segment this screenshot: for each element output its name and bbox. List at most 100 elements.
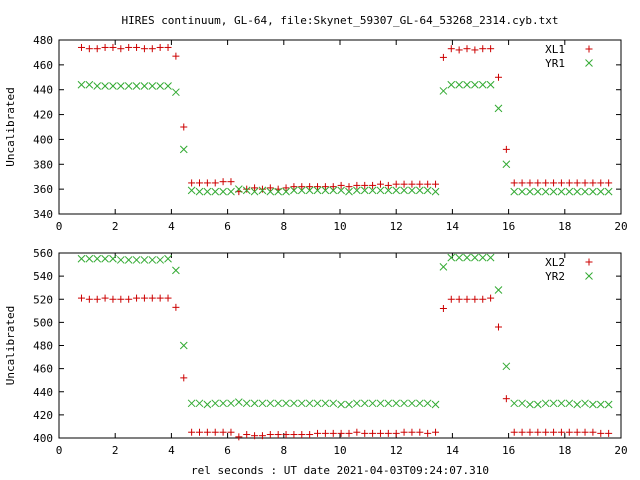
data-point [526,187,534,196]
data-point [369,429,377,437]
data-point [581,399,589,408]
data-point [455,253,463,262]
data-point [148,45,156,53]
data-point [400,428,408,436]
y-axis-label: Uncalibrated [4,87,17,166]
data-point [392,186,401,195]
data-point [581,428,589,436]
x-tick-label: 10 [333,220,346,233]
data-point [188,179,196,187]
data-point [463,253,471,262]
data-point [479,295,487,303]
data-point [187,399,196,408]
data-point [219,178,227,186]
data-point [195,399,204,408]
data-point [487,45,495,53]
data-point [494,286,503,294]
data-point [360,399,369,408]
y-tick-label: 340 [33,208,53,221]
data-point [314,429,322,437]
top-panel: 0 2 4 6 8 10 12 14 16 18 20 340 360 380 400 420 440 460 48… [4,34,628,233]
data-point [596,400,605,409]
data-point [345,187,353,196]
y-tick-label: 400 [33,133,53,146]
data-point [605,429,613,437]
data-point [541,399,550,408]
data-point [77,80,86,89]
data-point [203,400,212,409]
data-point [274,187,283,196]
data-point [116,82,125,90]
x-tick-label: 8 [280,220,287,233]
plot-frame [58,252,622,439]
data-point [219,187,227,196]
data-point [510,187,519,196]
data-point [447,45,455,53]
data-point [219,428,227,436]
data-point [439,263,448,271]
data-point [400,180,408,188]
data-point [337,400,345,409]
y-tick-label: 380 [33,158,53,171]
x-tick-label: 2 [112,444,119,457]
data-point [180,123,188,131]
data-point [132,256,141,264]
y-tick-label: 400 [33,432,53,445]
data-point [242,186,251,195]
data-point [471,253,479,262]
data-point [313,186,322,195]
data-point [124,256,133,264]
legend-label: YR2 [545,270,565,283]
data-point [116,256,125,264]
data-point [258,432,266,440]
data-point [534,428,542,436]
data-point [290,431,298,439]
x-tick-label: 6 [224,220,231,233]
data-point [533,400,542,409]
data-point [502,145,510,153]
x-tick-label: 14 [446,444,460,457]
data-point [510,399,519,408]
data-point [573,400,582,409]
data-point [471,295,479,303]
data-point [392,429,400,437]
data-point [203,187,212,196]
data-point [447,253,456,262]
legend-marker [585,59,593,67]
x-tick-label: 0 [56,444,63,457]
data-point [140,82,149,90]
x-tick-label: 12 [390,220,403,233]
data-point [337,186,345,195]
data-point [502,160,511,169]
data-point [156,82,165,90]
data-point [542,428,550,436]
data-point [133,294,141,302]
data-point [266,184,274,192]
y-tick-label: 480 [33,34,53,47]
data-point [164,43,172,51]
data-point [510,428,518,436]
data-point [447,295,455,303]
data-point [274,399,283,408]
data-point [392,399,401,408]
data-point [196,428,203,436]
data-point [85,254,94,263]
data-point [132,82,141,90]
data-point [298,183,306,191]
data-point [196,179,203,187]
data-point [290,186,298,195]
data-point [486,80,495,89]
y-tick-label: 460 [33,363,53,376]
data-point [423,186,432,195]
data-point [431,400,440,409]
data-point [376,429,384,437]
data-point [140,45,148,53]
data-point [227,399,235,408]
x-tick-label: 12 [390,444,403,457]
data-point [424,429,432,437]
data-point [258,185,266,193]
data-point [282,187,290,196]
data-point [211,179,219,187]
data-point [589,400,597,409]
